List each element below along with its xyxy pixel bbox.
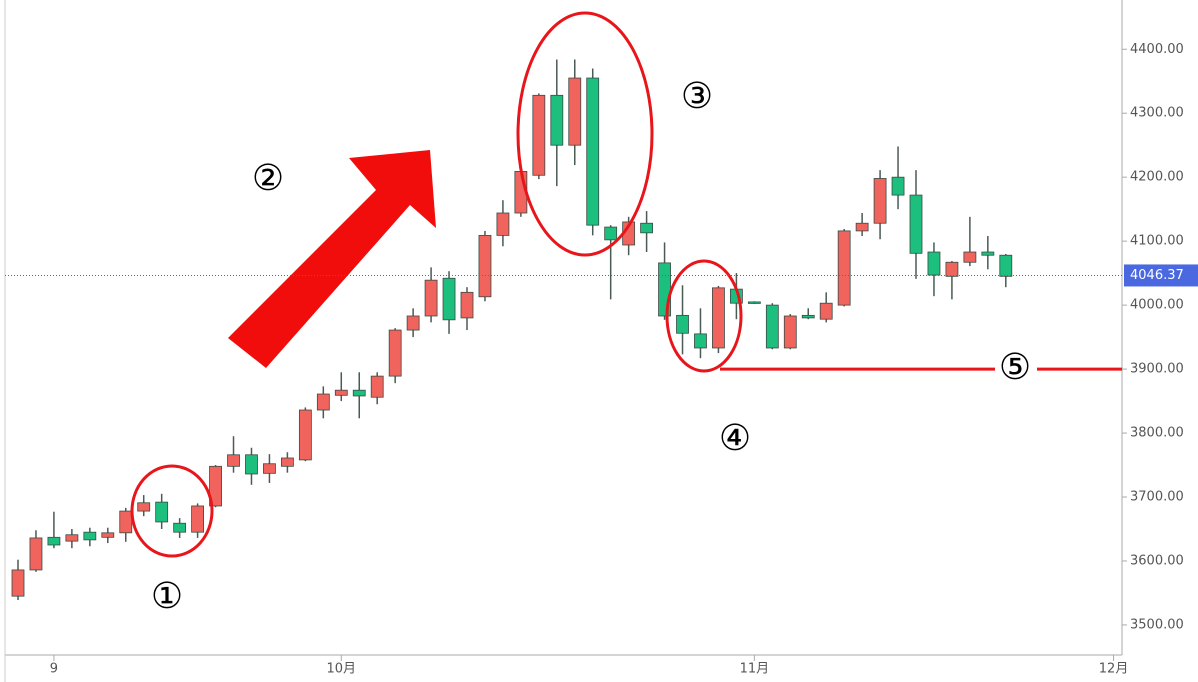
candle-body <box>334 389 348 396</box>
candle-body <box>981 251 995 256</box>
x-tick-label: 12月 <box>1099 662 1129 677</box>
y-tick-label: 3900.00 <box>1130 362 1184 377</box>
candle-body <box>173 522 187 533</box>
candle-body <box>568 77 582 146</box>
candle-body <box>245 454 258 475</box>
candle-body <box>460 291 474 319</box>
candle-body <box>370 375 384 398</box>
candle-body <box>263 463 276 474</box>
candle-body <box>352 389 366 397</box>
candle-body <box>11 569 25 597</box>
annotation: ① <box>151 576 183 617</box>
candle-body <box>496 212 510 236</box>
x-tick-label: 10月 <box>327 662 357 677</box>
candle-body <box>891 176 905 196</box>
candle-body <box>478 234 492 298</box>
candle-body <box>406 315 420 331</box>
candle-body <box>227 454 240 467</box>
candle-body <box>532 94 546 176</box>
candle-body <box>963 251 977 263</box>
candle-body <box>765 304 779 349</box>
candle-body <box>424 279 438 317</box>
y-tick-label: 4200.00 <box>1130 170 1184 185</box>
candle-body <box>999 254 1013 277</box>
candle-body <box>945 261 959 277</box>
candle-body <box>676 314 689 334</box>
annotation: ④ <box>719 418 751 459</box>
candle-body <box>101 532 115 538</box>
y-tick-label: 4300.00 <box>1130 106 1184 121</box>
candle-body <box>316 393 330 411</box>
candle-body <box>29 537 43 571</box>
candle-body <box>873 178 887 224</box>
last-price-box <box>1124 264 1198 287</box>
candle-body <box>550 94 564 146</box>
y-tick-label: 4000.00 <box>1130 298 1184 313</box>
x-tick-label: 9 <box>50 662 58 677</box>
candle-body <box>837 230 851 306</box>
candle-body <box>155 501 169 523</box>
highlight-circle <box>665 259 743 373</box>
highlight-circle <box>130 464 214 558</box>
candle-body <box>909 194 923 254</box>
candle-body <box>65 534 79 542</box>
candle-body <box>137 502 151 512</box>
y-tick-label: 4400.00 <box>1130 42 1184 57</box>
y-tick-label: 3500.00 <box>1130 617 1184 632</box>
candle-body <box>747 301 761 304</box>
candle-body <box>712 287 725 349</box>
candle-body <box>83 531 97 541</box>
candle-body <box>442 277 456 321</box>
x-tick-label: 11月 <box>740 662 770 677</box>
candle-body <box>604 226 618 241</box>
candle-body <box>209 465 222 507</box>
candle-body <box>388 329 402 377</box>
candle-body <box>47 536 61 546</box>
y-tick-label: 3800.00 <box>1130 426 1184 441</box>
y-tick-label: 4100.00 <box>1130 234 1184 249</box>
candle-body <box>927 251 941 276</box>
candle-body <box>783 315 797 349</box>
candle-body <box>191 505 205 533</box>
y-tick-label: 3600.00 <box>1130 553 1184 568</box>
candle-body <box>819 302 833 320</box>
candle-body <box>694 333 707 349</box>
candle-body <box>586 77 600 226</box>
annotation: ② <box>252 158 284 199</box>
candle-body <box>298 409 312 461</box>
candle-body <box>855 222 869 232</box>
level-label: ⑤ <box>999 347 1031 388</box>
last-price-label: 4046.37 <box>1130 268 1184 283</box>
y-tick-label: 3700.00 <box>1130 490 1184 505</box>
candle-body <box>801 314 815 319</box>
plot-area <box>11 59 1013 600</box>
candle-body <box>119 510 133 534</box>
candle-body <box>640 222 653 234</box>
trend-arrow <box>228 150 436 368</box>
candle-body <box>280 457 294 467</box>
level-label-bg <box>995 349 1037 390</box>
annotation: ③ <box>681 76 713 117</box>
highlight-circle <box>516 11 654 257</box>
